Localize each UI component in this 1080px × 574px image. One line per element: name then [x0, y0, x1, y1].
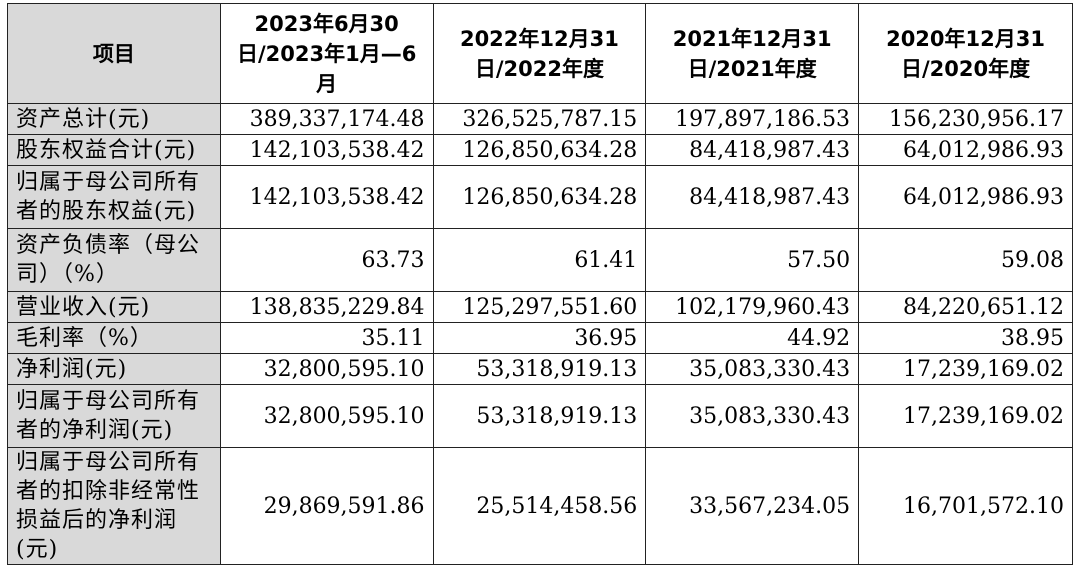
cell-value: 197,897,186.53 — [645, 103, 860, 135]
cell-value: 38.95 — [858, 322, 1073, 354]
table-row: 净利润(元) 32,800,595.10 53,318,919.13 35,08… — [7, 353, 1073, 385]
row-label-total-equity: 股东权益合计(元) — [7, 134, 221, 166]
cell-value: 35,083,330.43 — [645, 353, 860, 385]
cell-value: 156,230,956.17 — [858, 103, 1073, 135]
cell-value: 126,850,634.28 — [432, 134, 647, 166]
cell-value: 32,800,595.10 — [219, 384, 434, 448]
cell-value: 29,869,591.86 — [219, 447, 434, 565]
header-col-2022: 2022年12月31日/2022年度 — [432, 3, 647, 104]
cell-value: 389,337,174.48 — [219, 103, 434, 135]
cell-value: 25,514,458.56 — [432, 447, 647, 565]
cell-value: 138,835,229.84 — [219, 291, 434, 323]
financial-summary-table: 项目 2023年6月30日/2023年1月—6月 2022年12月31日/202… — [7, 3, 1073, 565]
header-item: 项目 — [7, 3, 221, 104]
cell-value: 63.73 — [219, 228, 434, 292]
header-col-2021: 2021年12月31日/2021年度 — [645, 3, 860, 104]
table-row: 资产总计(元) 389,337,174.48 326,525,787.15 19… — [7, 103, 1073, 135]
table-row: 归属于母公司所有者的净利润(元) 32,800,595.10 53,318,91… — [7, 384, 1073, 448]
cell-value: 17,239,169.02 — [858, 353, 1073, 385]
cell-value: 142,103,538.42 — [219, 134, 434, 166]
cell-value: 326,525,787.15 — [432, 103, 647, 135]
cell-value: 84,418,987.43 — [645, 134, 860, 166]
table-row: 归属于母公司所有者的股东权益(元) 142,103,538.42 126,850… — [7, 165, 1073, 229]
row-label-debt-ratio: 资产负债率（母公司）（%） — [7, 228, 221, 292]
row-label-parent-net-profit: 归属于母公司所有者的净利润(元) — [7, 384, 221, 448]
cell-value: 16,701,572.10 — [858, 447, 1073, 565]
row-label-gross-margin: 毛利率（%） — [7, 322, 221, 354]
cell-value: 32,800,595.10 — [219, 353, 434, 385]
cell-value: 36.95 — [432, 322, 647, 354]
cell-value: 35,083,330.43 — [645, 384, 860, 448]
header-col-2023h1: 2023年6月30日/2023年1月—6月 — [219, 3, 434, 104]
table-row: 毛利率（%） 35.11 36.95 44.92 38.95 — [7, 322, 1073, 354]
cell-value: 64,012,986.93 — [858, 134, 1073, 166]
table-row: 营业收入(元) 138,835,229.84 125,297,551.60 10… — [7, 291, 1073, 323]
cell-value: 84,220,651.12 — [858, 291, 1073, 323]
cell-value: 44.92 — [645, 322, 860, 354]
header-col-2020: 2020年12月31日/2020年度 — [858, 3, 1073, 104]
row-label-revenue: 营业收入(元) — [7, 291, 221, 323]
table-row: 资产负债率（母公司）（%） 63.73 61.41 57.50 59.08 — [7, 228, 1073, 292]
cell-value: 126,850,634.28 — [432, 165, 647, 229]
cell-value: 53,318,919.13 — [432, 353, 647, 385]
table-row: 股东权益合计(元) 142,103,538.42 126,850,634.28 … — [7, 134, 1073, 166]
row-label-total-assets: 资产总计(元) — [7, 103, 221, 135]
cell-value: 53,318,919.13 — [432, 384, 647, 448]
cell-value: 59.08 — [858, 228, 1073, 292]
cell-value: 102,179,960.43 — [645, 291, 860, 323]
row-label-net-profit: 净利润(元) — [7, 353, 221, 385]
cell-value: 61.41 — [432, 228, 647, 292]
cell-value: 33,567,234.05 — [645, 447, 860, 565]
cell-value: 125,297,551.60 — [432, 291, 647, 323]
cell-value: 35.11 — [219, 322, 434, 354]
cell-value: 17,239,169.02 — [858, 384, 1073, 448]
row-label-parent-equity: 归属于母公司所有者的股东权益(元) — [7, 165, 221, 229]
table-header-row: 项目 2023年6月30日/2023年1月—6月 2022年12月31日/202… — [7, 3, 1073, 104]
row-label-adjusted-net-profit: 归属于母公司所有者的扣除非经常性损益后的净利润(元) — [7, 447, 221, 565]
cell-value: 57.50 — [645, 228, 860, 292]
cell-value: 84,418,987.43 — [645, 165, 860, 229]
cell-value: 64,012,986.93 — [858, 165, 1073, 229]
cell-value: 142,103,538.42 — [219, 165, 434, 229]
table-row: 归属于母公司所有者的扣除非经常性损益后的净利润(元) 29,869,591.86… — [7, 447, 1073, 565]
